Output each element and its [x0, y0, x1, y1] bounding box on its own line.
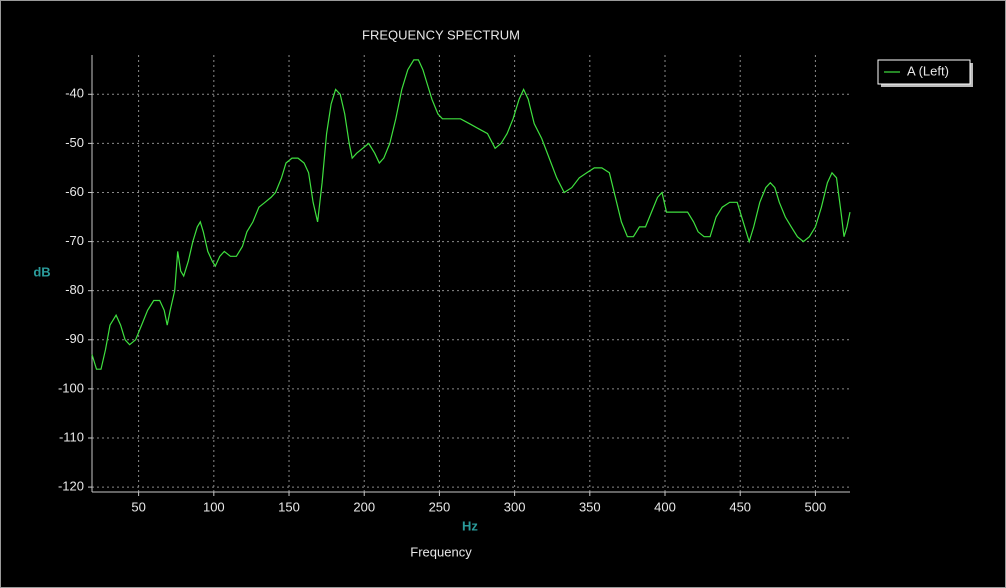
y-tick-label: -50 — [65, 135, 84, 150]
x-tick-label: 350 — [579, 499, 601, 514]
y-axis-label: dB — [33, 264, 50, 279]
series-line — [91, 59, 851, 370]
x-tick-label: 150 — [278, 499, 300, 514]
y-tick-label: -100 — [58, 380, 84, 395]
x-tick-label: 50 — [131, 499, 145, 514]
x-tick-label: 500 — [805, 499, 827, 514]
y-tick-label: -80 — [65, 282, 84, 297]
legend-label: A (Left) — [907, 63, 949, 78]
chart-title: FREQUENCY SPECTRUM — [362, 27, 520, 42]
x-tick-label: 400 — [654, 499, 676, 514]
x-tick-label: 450 — [729, 499, 751, 514]
x-tick-label: 300 — [504, 499, 526, 514]
y-tick-label: -70 — [65, 233, 84, 248]
y-tick-label: -110 — [59, 429, 84, 444]
x-axis-sublabel: Frequency — [410, 544, 472, 559]
x-axis-label: Hz — [462, 518, 478, 533]
y-tick-label: -90 — [65, 331, 84, 346]
y-tick-label: -40 — [65, 86, 84, 101]
x-tick-label: 100 — [203, 499, 225, 514]
y-tick-label: -60 — [65, 184, 84, 199]
legend-box — [877, 59, 971, 85]
x-tick-label: 200 — [353, 499, 375, 514]
x-tick-label: 250 — [429, 499, 451, 514]
y-tick-label: -120 — [58, 479, 84, 494]
